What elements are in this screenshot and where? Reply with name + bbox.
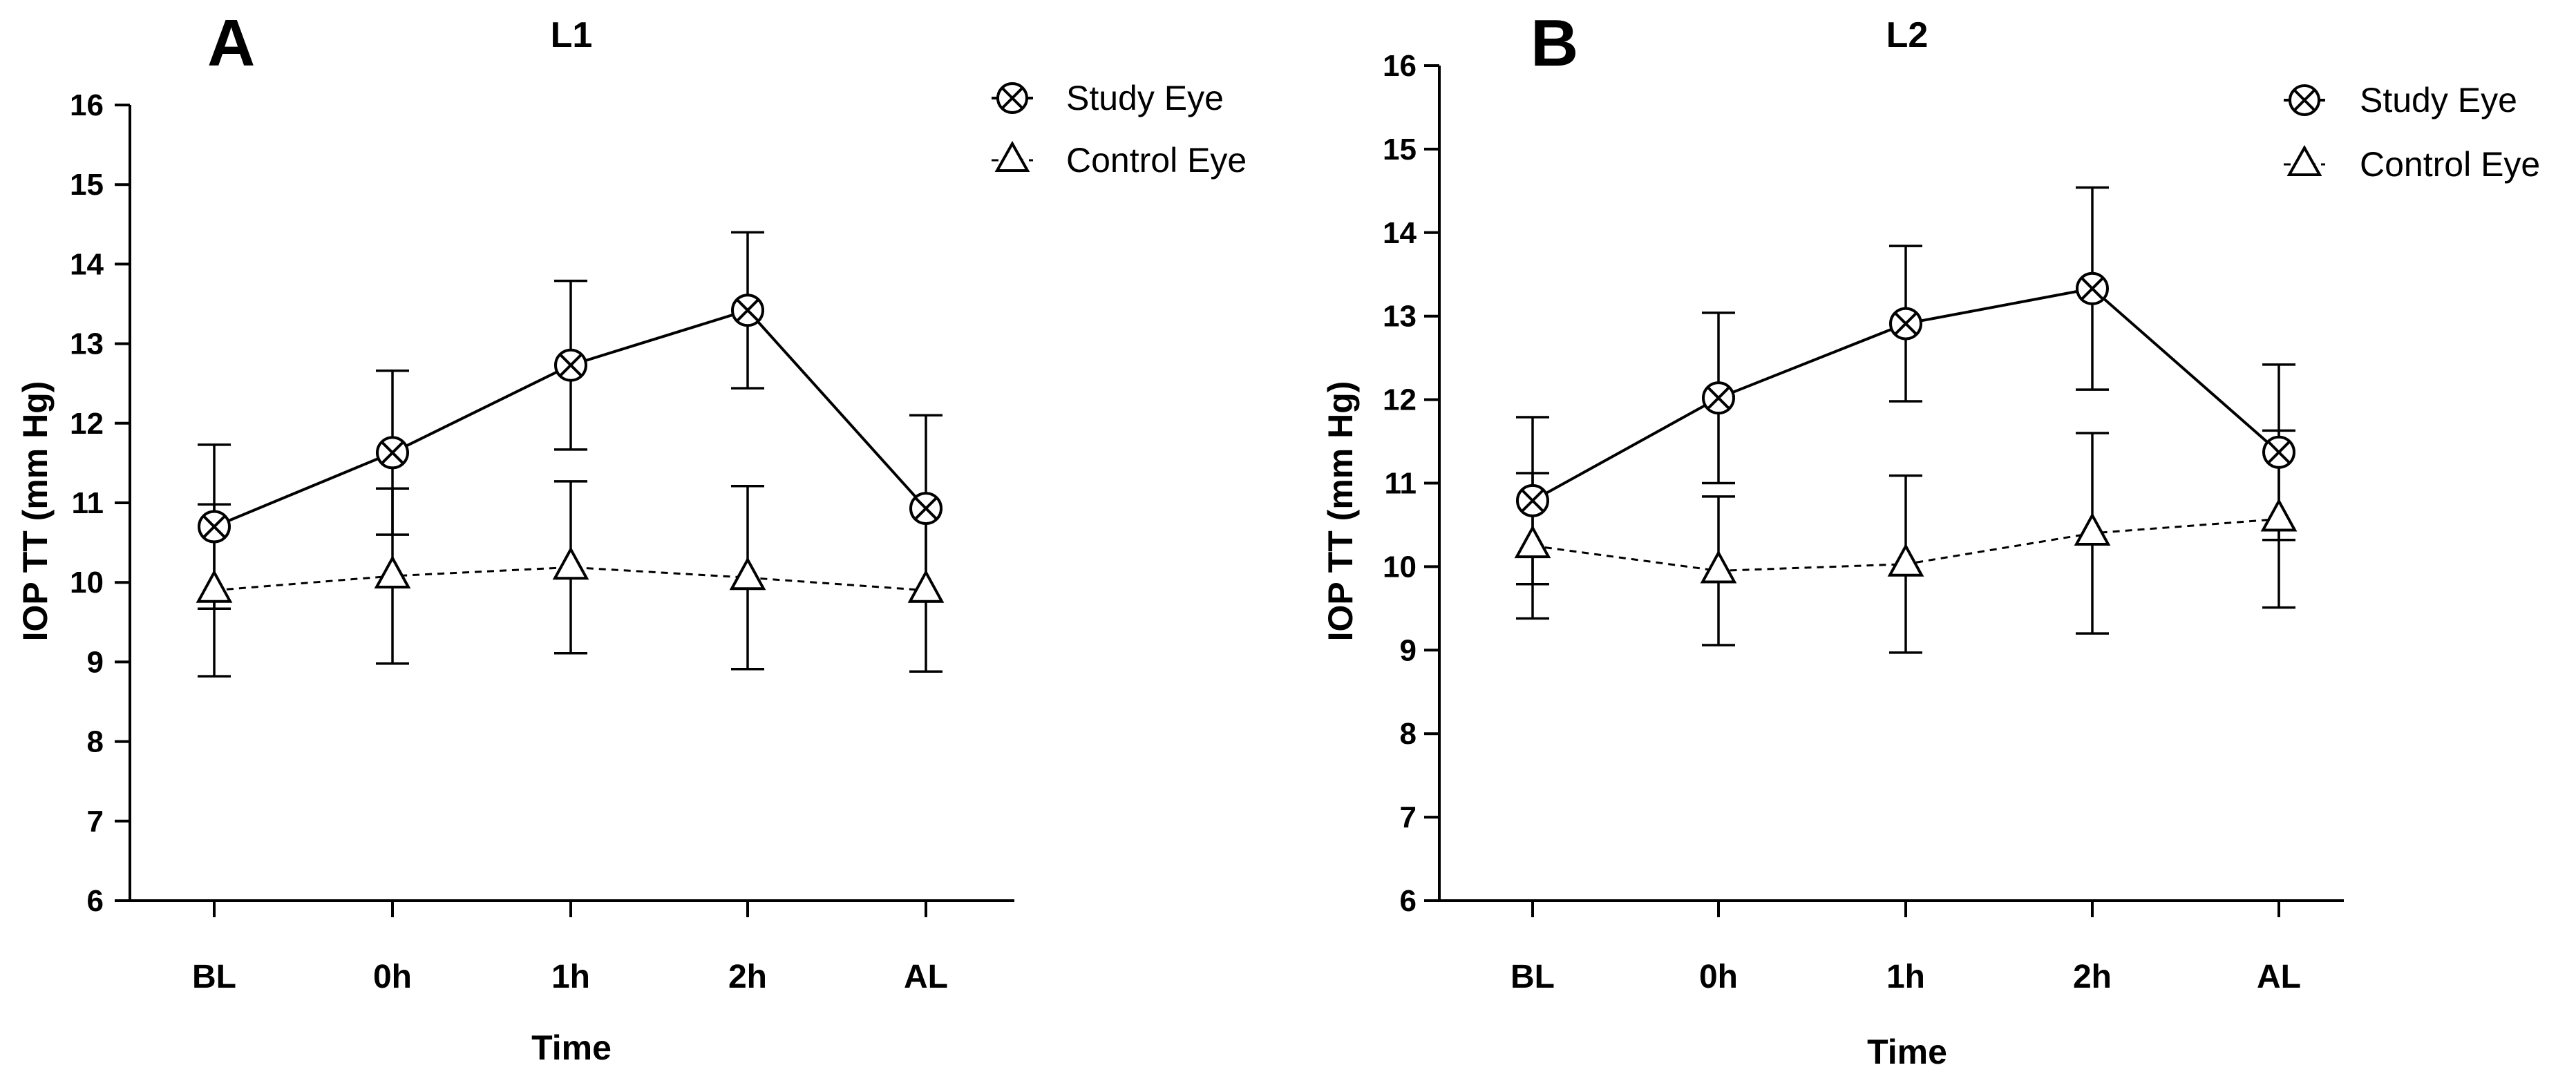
x-tick-label: 0h [373,959,412,995]
legend-marker-control-eye [2286,144,2322,176]
marker-study-eye [1516,483,1549,517]
x-axis-label: Time [1867,1033,1947,1071]
marker-cross [1894,312,1917,335]
chart-title: L1 [551,15,593,55]
marker-control-eye [907,569,945,603]
marker-control-eye [729,557,766,591]
legend: Study Eye Control Eye [2284,81,2540,184]
legend-label-control-eye: Control Eye [2360,145,2540,184]
markers [1514,271,2298,584]
panel-a: A L1 IOP TT (mm Hg) Time 6 7 8 9 10 11 12 13 14 1… [16,6,1247,1067]
x-tick-label: AL [904,959,948,995]
panel-letter: A [207,6,255,80]
marker-control-eye [552,546,589,580]
legend-marker-study-eye [996,82,1028,114]
legend-label-control-eye: Control Eye [1066,141,1247,180]
marker-control-eye [374,555,411,588]
y-tick-label: 7 [1400,801,1417,834]
y-tick-label: 14 [70,247,104,281]
x-tick-label: 0h [1699,959,1738,995]
marker-cross [2267,441,2291,464]
legend-marker-control-eye [994,140,1030,172]
legend-item-control-eye: Control Eye [992,140,1247,180]
y-tick-label: 15 [1383,133,1417,166]
y-axis-label: IOP TT (mm Hg) [16,381,55,642]
marker-cross [914,497,938,520]
marker-study-eye [2076,271,2109,305]
marker-cross [1707,386,1730,410]
y-tick-label: 16 [70,88,104,122]
x-tick-label: 1h [1886,959,1925,995]
x-tick-label: 2h [2073,959,2112,995]
legend-item-control-eye: Control Eye [2284,144,2540,184]
legend-label-study-eye: Study Eye [2360,81,2517,119]
y-tick-label: 15 [70,168,104,202]
marker-cross [2081,277,2104,300]
y-tick-label: 11 [1384,467,1417,501]
panel-b: B L2 IOP TT (mm Hg) Time 6 7 8 9 10 11 12 13 14 1… [1321,6,2540,1071]
y-tick-label: 13 [70,327,104,361]
legend-item-study-eye: Study Eye [2284,81,2517,119]
marker-study-eye [731,294,764,327]
legend-item-study-eye: Study Eye [992,79,1224,117]
marker-study-eye [2262,435,2295,469]
x-tick-label: BL [1510,959,1555,995]
marker-cross [559,354,583,377]
marker-study-eye [554,348,587,382]
y-tick-label: 11 [71,486,104,520]
y-tick-label: 8 [1400,717,1417,751]
y-tick-label: 13 [1383,300,1417,334]
y-axis-label: IOP TT (mm Hg) [1321,381,1360,642]
x-tick-label: AL [2257,959,2301,995]
marker-cross [1521,489,1544,512]
y-tick-label: 10 [70,566,104,600]
legend-marker-study-eye [2289,84,2320,116]
y-tick-label: 16 [1383,49,1417,83]
axes: 6 7 8 9 10 11 12 13 14 15 16 BL 0h 1h 2h AL [70,88,1014,995]
y-tick-label: 10 [1383,550,1417,584]
y-tick-label: 12 [1383,383,1417,417]
x-tick-label: 1h [551,959,590,995]
y-tick-label: 12 [70,407,104,441]
marker-cross [202,515,226,538]
x-tick-label: BL [192,959,236,995]
x-tick-label: 2h [728,959,767,995]
y-tick-label: 9 [1400,633,1417,667]
marker-control-eye [196,569,233,603]
marker-study-eye [1702,381,1735,415]
panel-letter: B [1531,6,1578,80]
y-tick-label: 6 [87,884,104,918]
marker-control-eye [2260,498,2298,532]
marker-study-eye [909,492,943,526]
y-tick-label: 6 [1400,884,1417,918]
marker-control-eye [1887,543,1924,577]
marker-cross [381,441,404,464]
marker-study-eye [1889,307,1922,341]
y-tick-label: 7 [87,805,104,838]
y-tick-label: 14 [1383,216,1417,250]
marker-study-eye [198,510,231,544]
axes: 6 7 8 9 10 11 12 13 14 15 16 BL 0h 1h 2h AL [1383,49,2344,995]
x-axis-label: Time [531,1028,612,1067]
marker-control-eye [1514,525,1551,559]
marker-control-eye [2074,512,2111,546]
marker-control-eye [1700,550,1737,584]
marker-study-eye [376,436,409,470]
legend-label-study-eye: Study Eye [1066,79,1224,117]
error-bars [1516,186,2295,654]
chart-title: L2 [1886,15,1929,55]
markers [196,294,945,603]
error-bars [198,231,943,678]
y-tick-label: 8 [87,725,104,759]
y-tick-label: 9 [87,645,104,679]
marker-cross [736,298,759,322]
legend: Study Eye Control Eye [992,79,1247,180]
